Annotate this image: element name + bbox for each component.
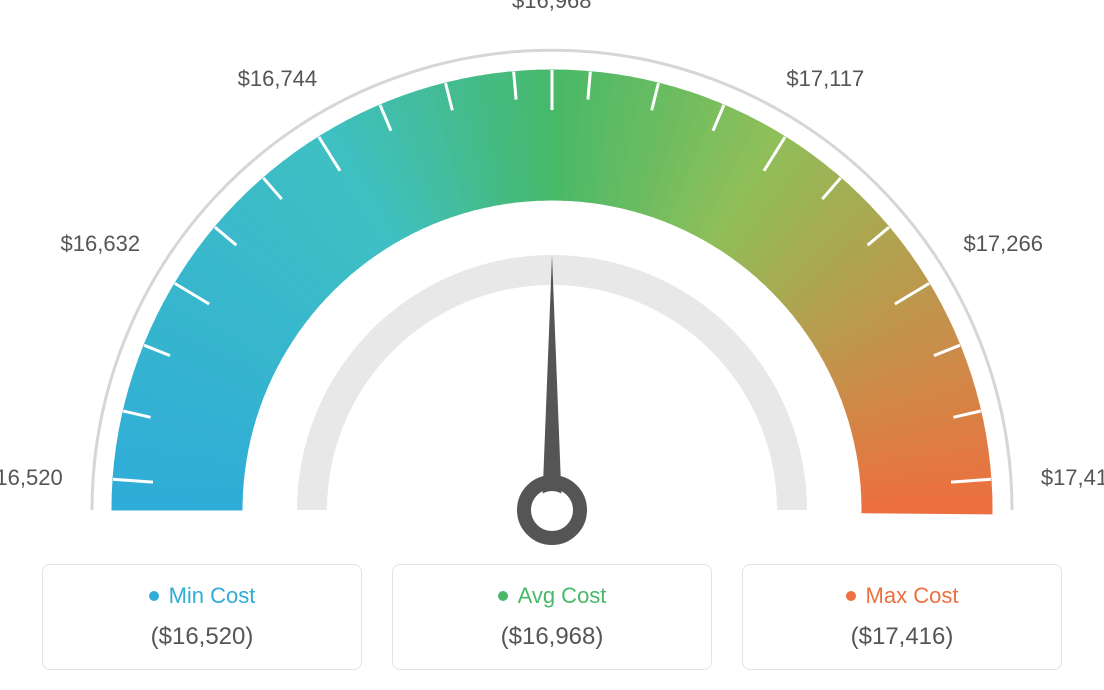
legend-dot-icon	[498, 591, 508, 601]
gauge-svg	[0, 0, 1104, 560]
legend-value: ($16,968)	[403, 623, 701, 651]
needle	[542, 255, 562, 510]
legend-value: ($16,520)	[53, 623, 351, 651]
tick-label: $16,744	[238, 66, 318, 92]
legend-title: Avg Cost	[403, 583, 701, 609]
legend-card: Max Cost ($17,416)	[742, 564, 1062, 670]
needle-hole	[533, 491, 571, 529]
legend-title: Min Cost	[53, 583, 351, 609]
chart-container: $16,520 $16,632 $16,744 $16,968 $17,117 $17,2…	[0, 0, 1104, 690]
tick-label: $17,416	[1041, 465, 1104, 491]
legend-row: Min Cost ($16,520) Avg Cost ($16,968) Max Co…	[0, 564, 1104, 670]
legend-dot-icon	[846, 591, 856, 601]
legend-title: Max Cost	[753, 583, 1051, 609]
legend-card: Min Cost ($16,520)	[42, 564, 362, 670]
legend-card: Avg Cost ($16,968)	[392, 564, 712, 670]
tick-label: $16,520	[0, 465, 63, 491]
legend-label: Max Cost	[866, 583, 959, 609]
tick-label: $17,266	[963, 231, 1043, 257]
gauge-area: $16,520 $16,632 $16,744 $16,968 $17,117 $17,2…	[0, 0, 1104, 560]
tick-label: $17,117	[786, 66, 864, 92]
tick-label: $16,632	[61, 231, 141, 257]
legend-label: Avg Cost	[518, 583, 607, 609]
legend-value: ($17,416)	[753, 623, 1051, 651]
legend-dot-icon	[149, 591, 159, 601]
legend-label: Min Cost	[169, 583, 256, 609]
tick-label: $16,968	[512, 0, 592, 14]
